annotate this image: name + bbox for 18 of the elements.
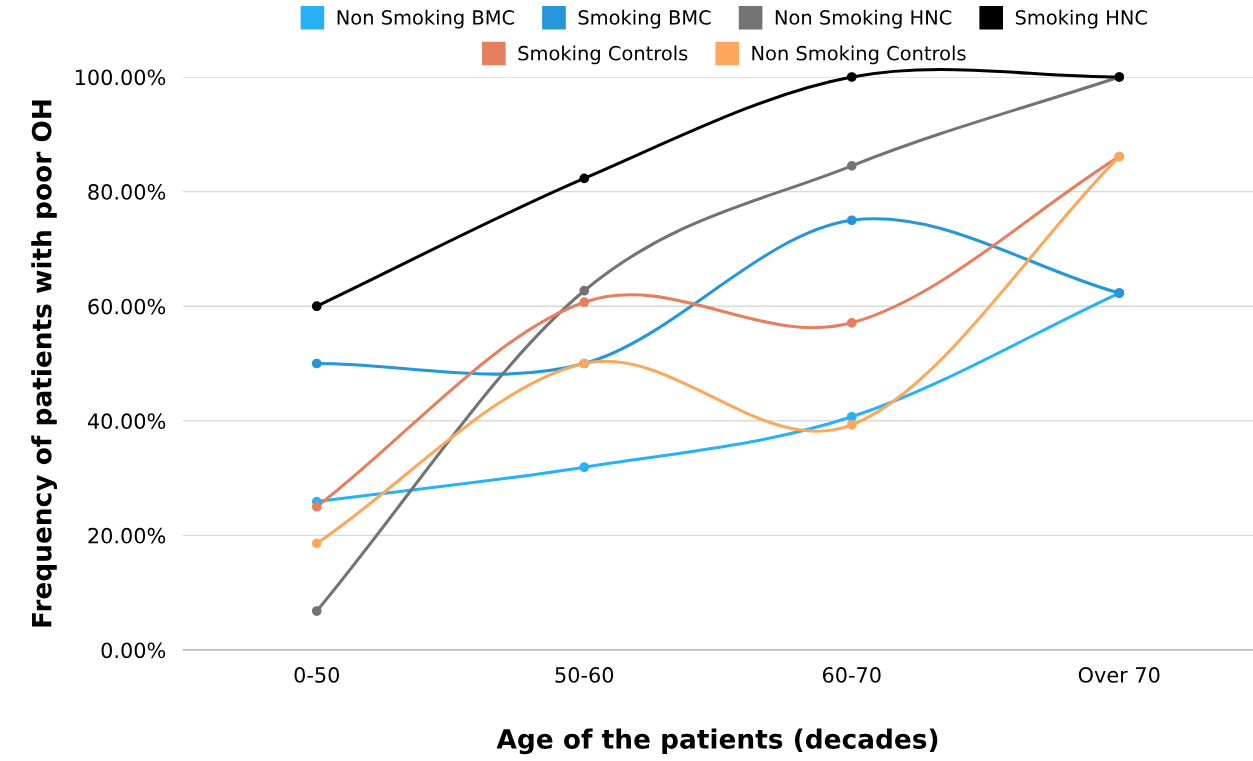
y-tick-label: 60.00% (88, 298, 166, 315)
legend-label: Smoking BMC (578, 9, 711, 29)
legend-label: Non Smoking HNC (775, 9, 952, 29)
legend-label: Smoking HNC (1015, 9, 1147, 29)
y-tick-label: 80.00% (88, 184, 166, 200)
x-tick-label: 50-60 (555, 667, 614, 683)
legend-label: Non Smoking Controls (752, 45, 966, 65)
y-axis-title: Frequency of patients with poor OH (31, 100, 57, 627)
legend-label: Smoking Controls (518, 45, 688, 65)
y-tick-label: 20.00% (88, 527, 166, 544)
x-tick-label: 60-70 (822, 667, 881, 683)
x-tick-label: 0-50 (294, 667, 340, 683)
y-tick-label: 100.00% (75, 69, 166, 86)
x-tick-label: Over 70 (1078, 667, 1160, 683)
y-tick-label: 40.00% (87, 413, 166, 430)
legend-label: Non Smoking BMC (337, 9, 515, 29)
y-tick-label: 0.00% (101, 642, 166, 659)
x-axis-title: Age of the patients (decades) (496, 728, 938, 755)
